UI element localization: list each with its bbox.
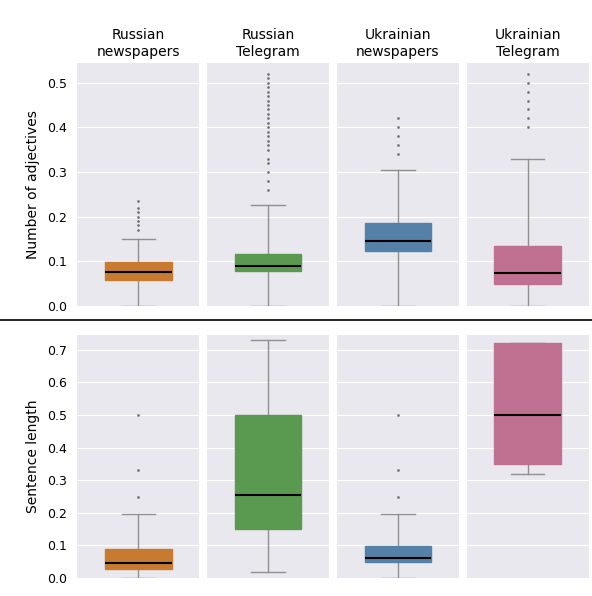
PathPatch shape: [494, 343, 561, 464]
PathPatch shape: [365, 546, 432, 563]
Title: Russian
newspapers: Russian newspapers: [96, 29, 180, 58]
Y-axis label: Sentence length: Sentence length: [26, 400, 40, 513]
PathPatch shape: [494, 246, 561, 284]
PathPatch shape: [105, 549, 172, 569]
PathPatch shape: [105, 262, 172, 280]
PathPatch shape: [234, 415, 301, 529]
Title: Russian
Telegram: Russian Telegram: [236, 29, 300, 58]
PathPatch shape: [234, 254, 301, 271]
Title: Ukrainian
newspapers: Ukrainian newspapers: [356, 29, 440, 58]
Title: Ukrainian
Telegram: Ukrainian Telegram: [494, 29, 561, 58]
Y-axis label: Number of adjectives: Number of adjectives: [26, 110, 40, 259]
PathPatch shape: [365, 224, 432, 252]
